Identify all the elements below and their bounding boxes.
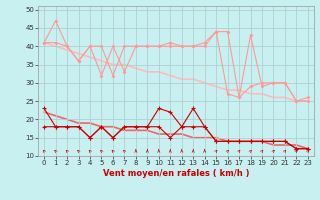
X-axis label: Vent moyen/en rafales ( km/h ): Vent moyen/en rafales ( km/h ) bbox=[103, 169, 249, 178]
